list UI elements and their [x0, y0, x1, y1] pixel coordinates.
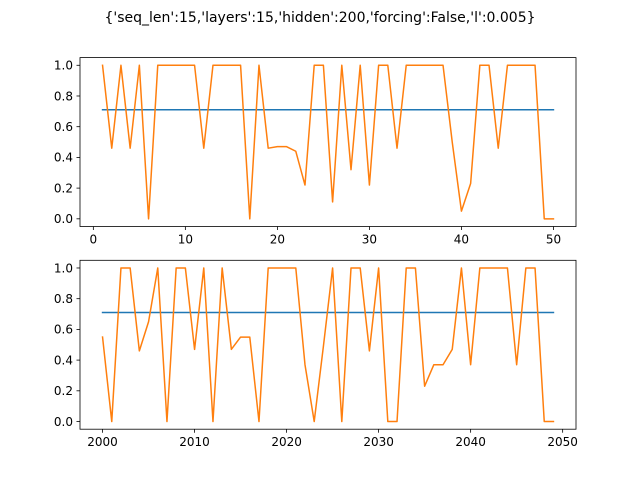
subplot-2-x-tick-label: 2040 [455, 435, 486, 449]
subplot-2-y-tick-label: 0.6 [54, 323, 73, 337]
subplot-2-x-tick-label: 2010 [179, 435, 210, 449]
subplot-2-x-tick-label: 2020 [271, 435, 302, 449]
subplot-2-series-2-line [101, 267, 555, 423]
subplot-1-y-tick-label: 1.0 [54, 59, 73, 73]
subplot-1-x-tick-label: 40 [454, 233, 469, 247]
subplot-2-y-tick-label: 1.0 [54, 261, 73, 275]
subplot-2-y-tick-label: 0.0 [54, 415, 73, 429]
subplot-1-x-tick-label: 10 [178, 233, 193, 247]
subplot-2-x-tick-label: 2000 [87, 435, 118, 449]
subplot-2-x-tick-label: 2050 [547, 435, 578, 449]
subplot-1-y-tick-label: 0.6 [54, 120, 73, 134]
subplot-2-y-tick-label: 0.4 [54, 353, 73, 367]
subplot-2-y-tick-label: 0.2 [54, 384, 73, 398]
subplot-1-y-tick-label: 0.2 [54, 181, 73, 195]
subplot-1: 0 10 20 30 40 50 0.0 0.2 0.4 0.6 0.8 1.0 [54, 57, 577, 247]
subplot-2: 2000 2010 2020 2030 2040 2050 0.0 0.2 0.4 0.6 0.8 1… [54, 259, 578, 449]
subplot-2-x-tick-label: 2030 [363, 435, 394, 449]
figure-title: {'seq_len':15,'layers':15,'hidden':200,'… [104, 10, 535, 26]
subplot-2-y-tick-label: 0.8 [54, 292, 73, 306]
subplot-1-y-tick-label: 0.0 [54, 212, 73, 226]
subplot-1-x-tick-label: 20 [270, 233, 285, 247]
subplot-1-series-2-line [101, 64, 555, 220]
subplot-1-x-tick-label: 30 [362, 233, 377, 247]
subplot-1-x-tick-label: 50 [546, 233, 561, 247]
subplot-1-x-tick-label: 0 [90, 233, 98, 247]
subplot-1-y-tick-label: 0.4 [54, 151, 73, 165]
subplot-2-axes-frame [79, 259, 577, 430]
subplot-1-axes-frame [79, 57, 577, 227]
subplot-1-y-tick-label: 0.8 [54, 89, 73, 103]
